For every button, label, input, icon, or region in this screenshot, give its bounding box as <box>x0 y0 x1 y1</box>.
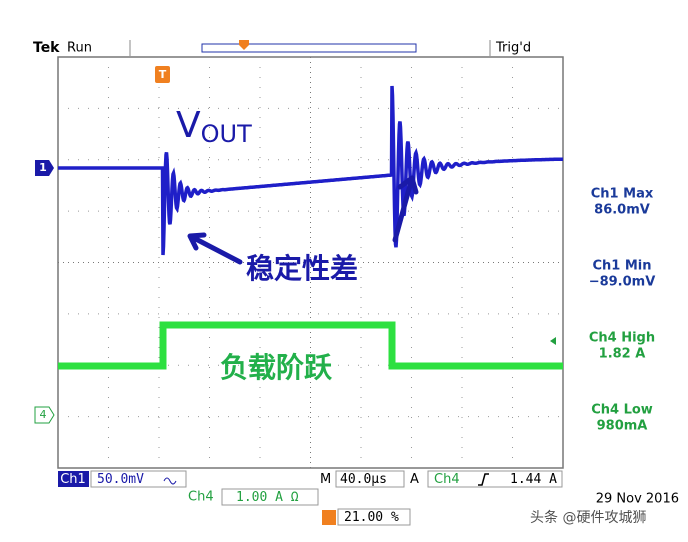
ch4-scale: 1.00 A Ω <box>236 490 299 505</box>
ch1-name: Ch1 <box>60 472 86 487</box>
date: 29 Nov 2016 <box>596 492 679 507</box>
slope-icon <box>478 473 489 486</box>
ch1-badge <box>58 471 89 487</box>
measurement-label: Ch1 Min <box>592 259 651 274</box>
ch1-marker <box>35 160 54 176</box>
run-state: Run <box>67 41 92 56</box>
brand: Tek <box>33 40 60 56</box>
ch1-trace <box>58 85 563 256</box>
vout-main: V <box>176 105 201 146</box>
ch4-marker-label: 4 <box>40 408 47 421</box>
trigger-pos-box <box>337 508 411 526</box>
timebase: 40.0µs <box>340 472 387 487</box>
measurement-label: Ch1 Max <box>591 187 654 202</box>
record-bar <box>201 43 417 53</box>
ch4-scale-box <box>221 488 319 506</box>
vout-label: VOUT <box>176 105 252 148</box>
timebase-box <box>335 470 405 488</box>
measurement-value: 980mA <box>597 419 648 434</box>
ch4-name: Ch4 <box>188 490 214 505</box>
trigger-position: 21.00 % <box>344 510 399 525</box>
ch4-trace <box>58 321 563 370</box>
trigger-marker <box>155 66 170 83</box>
trigger-marker-label: T <box>159 68 167 81</box>
measurement-label: Ch4 Low <box>591 403 653 418</box>
measurement-value: −89.0mV <box>589 275 656 290</box>
ringing-note: 稳定性差 <box>246 252 358 285</box>
ch4-marker <box>34 406 55 424</box>
measurement-value: 1.82 A <box>599 347 646 362</box>
trigger-level-marker <box>550 337 556 345</box>
ch1-scale: 50.0mV <box>97 472 144 487</box>
arrow <box>187 232 243 265</box>
measurement-label: Ch4 High <box>589 331 655 346</box>
timebase-prefix: M <box>320 472 331 487</box>
watermark: 头条 @硬件攻城狮 <box>530 509 646 526</box>
trigger-level: 1.44 A <box>510 472 557 487</box>
trigger-box <box>427 470 563 488</box>
load-step-note: 负载阶跃 <box>220 351 333 384</box>
bw-icon <box>163 477 177 485</box>
arrow <box>392 175 419 243</box>
trigger-pos-badge <box>322 510 336 525</box>
ch1-marker-label: 1 <box>39 161 47 174</box>
trigger-pos-icon <box>239 40 249 50</box>
ch1-scale-box <box>90 470 187 488</box>
trigger-source: Ch4 <box>434 472 460 487</box>
measurement-value: 86.0mV <box>594 203 650 218</box>
vout-sub: OUT <box>201 120 252 148</box>
trigger-prefix: A <box>410 472 419 487</box>
trigger-state: Trig'd <box>495 41 531 56</box>
